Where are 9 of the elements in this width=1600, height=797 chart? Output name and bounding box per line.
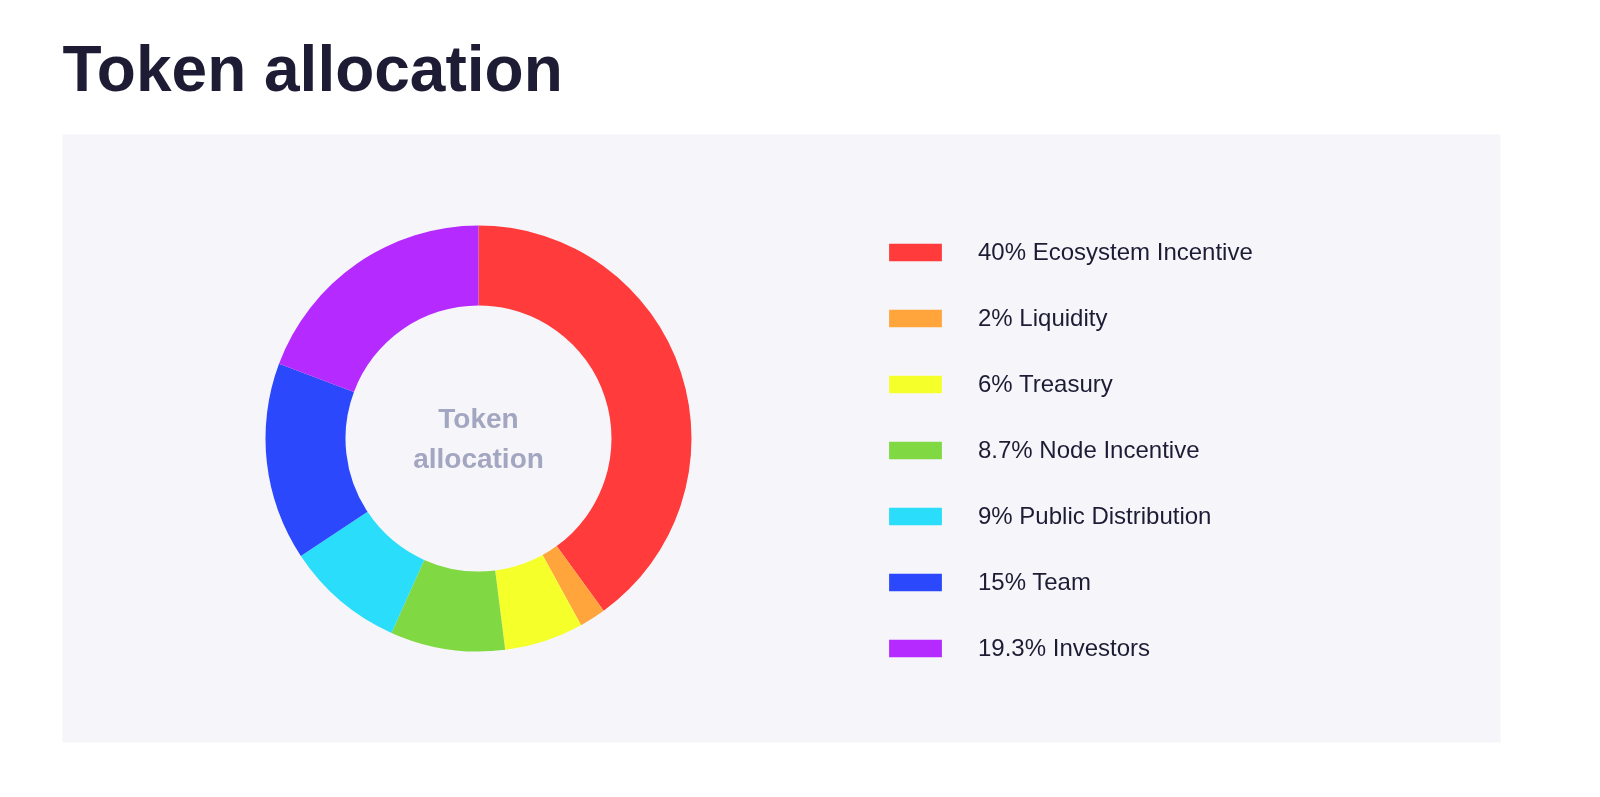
legend-label: 2% Liquidity xyxy=(978,304,1108,332)
legend-label: 19.3% Investors xyxy=(978,634,1151,662)
legend-label: 40% Ecosystem Incentive xyxy=(978,238,1253,266)
legend-label: 15% Team xyxy=(978,568,1091,596)
legend-label: 8.7% Node Incentive xyxy=(978,436,1200,464)
chart-title: Token allocation xyxy=(62,32,563,105)
legend-label: 6% Treasury xyxy=(978,370,1113,398)
legend-label: 9% Public Distribution xyxy=(978,502,1212,530)
text: Token allocation xyxy=(413,402,544,475)
